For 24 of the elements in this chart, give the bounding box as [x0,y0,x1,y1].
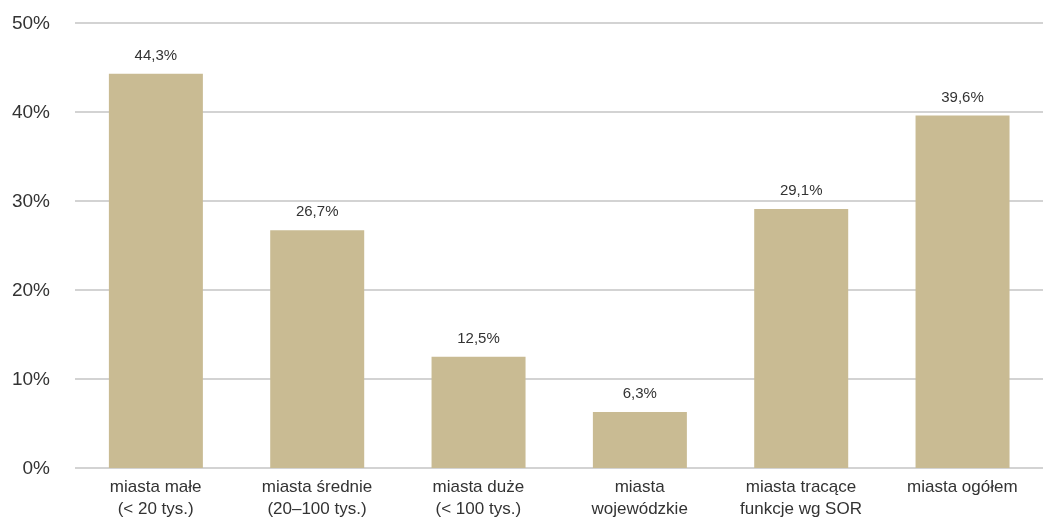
x-tick-label: miasta tracące funkcje wg SOR [740,477,862,518]
data-label: 29,1% [779,181,823,199]
bar [754,209,849,468]
data-label: 39,6% [941,87,984,105]
y-tick-label: 10% [11,368,51,389]
bar [915,115,1010,468]
data-label: 26,7% [295,202,339,220]
bar [592,411,687,468]
x-tick-label: miasta duże (< 100 tys.) [432,477,525,518]
data-label: 44,3% [134,45,178,63]
y-tick-label: 40% [11,101,51,122]
bar [431,356,526,468]
bar [108,73,203,468]
y-tick-label: 50% [11,12,51,33]
y-tick-label: 0% [22,457,51,478]
bar [270,230,365,468]
x-tick-label: miasta wojewódzkie [590,477,688,518]
x-tick-label: miasta małe (< 20 tys.) [109,477,202,518]
data-label: 12,5% [457,328,500,346]
y-tick-label: 20% [11,279,51,300]
x-tick-label: miasta ogółem [907,477,1018,496]
x-tick-label: miasta średnie (20–100 tys.) [261,477,373,518]
data-label: 6,3% [622,383,657,401]
y-tick-label: 30% [11,190,51,211]
